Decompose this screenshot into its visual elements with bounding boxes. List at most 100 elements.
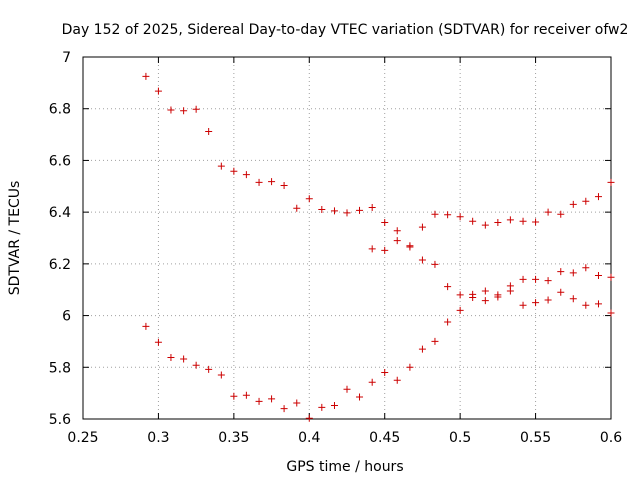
data-point <box>230 167 238 175</box>
y-axis-label: SDTVAR / TECUs <box>7 181 23 296</box>
data-point <box>557 288 565 296</box>
x-tick-label: 0.25 <box>67 430 98 446</box>
data-point <box>418 345 426 353</box>
data-point <box>368 378 376 386</box>
data-point <box>167 106 175 114</box>
data-point <box>142 72 150 80</box>
data-point <box>205 127 213 135</box>
data-point <box>343 209 351 217</box>
data-point <box>356 393 364 401</box>
data-point <box>569 295 577 303</box>
data-point <box>481 287 489 295</box>
data-point <box>280 405 288 413</box>
data-point <box>469 293 477 301</box>
grid-lines <box>83 57 611 419</box>
data-point <box>544 277 552 285</box>
data-point <box>217 371 225 379</box>
y-tick-label: 5.6 <box>49 412 71 428</box>
data-point <box>444 211 452 219</box>
data-point <box>330 207 338 215</box>
data-point <box>431 210 439 218</box>
data-point <box>594 193 602 201</box>
data-point <box>255 178 263 186</box>
data-point <box>481 297 489 305</box>
data-point <box>368 203 376 211</box>
data-point <box>582 197 590 205</box>
x-tick-label: 0.6 <box>600 430 622 446</box>
x-tick-label: 0.45 <box>369 430 400 446</box>
data-point <box>393 227 401 235</box>
data-point <box>544 208 552 216</box>
data-point <box>142 322 150 330</box>
data-point <box>532 218 540 226</box>
data-point <box>607 178 615 186</box>
data-point <box>280 182 288 190</box>
x-tick-labels: 0.25 0.3 0.35 0.4 0.45 0.5 0.55 0.6 <box>67 430 622 446</box>
y-tick-label: 6.4 <box>49 205 71 221</box>
data-point <box>242 171 250 179</box>
data-point <box>192 105 200 113</box>
y-tick-label: 7 <box>62 50 71 66</box>
data-point <box>381 218 389 226</box>
data-point <box>368 245 376 253</box>
data-point <box>318 206 326 214</box>
data-point <box>305 414 313 422</box>
data-point <box>230 392 238 400</box>
y-tick-label: 5.8 <box>49 360 71 376</box>
chart-title: Day 152 of 2025, Sidereal Day-to-day VTE… <box>62 22 629 38</box>
data-point <box>569 200 577 208</box>
data-point <box>607 309 615 317</box>
data-point <box>481 221 489 229</box>
data-point <box>532 275 540 283</box>
data-point <box>519 275 527 283</box>
y-tick-labels: 5.6 5.8 6 6.2 6.4 6.6 6.8 7 <box>49 50 71 428</box>
y-tick-label: 6.8 <box>49 102 71 118</box>
data-point <box>154 87 162 95</box>
data-point <box>544 296 552 304</box>
data-point <box>356 206 364 214</box>
data-markers <box>142 72 615 422</box>
x-tick-label: 0.3 <box>147 430 169 446</box>
data-point <box>494 293 502 301</box>
data-point <box>180 355 188 363</box>
data-point <box>268 178 276 186</box>
data-point <box>305 195 313 203</box>
data-point <box>506 287 514 295</box>
data-point <box>393 376 401 384</box>
data-point <box>456 213 464 221</box>
data-point <box>594 300 602 308</box>
data-point <box>205 365 213 373</box>
x-tick-label: 0.35 <box>218 430 249 446</box>
data-point <box>381 246 389 254</box>
data-point <box>494 218 502 226</box>
data-point <box>192 361 200 369</box>
data-point <box>293 399 301 407</box>
data-point <box>406 243 414 251</box>
data-point <box>444 283 452 291</box>
plot-border <box>82 56 612 420</box>
data-point <box>444 318 452 326</box>
data-point <box>607 273 615 281</box>
data-point <box>557 210 565 218</box>
data-point <box>431 337 439 345</box>
data-point <box>557 268 565 276</box>
data-point <box>268 395 276 403</box>
data-point <box>154 338 162 346</box>
data-point <box>242 391 250 399</box>
axis-ticks <box>82 56 612 420</box>
data-point <box>582 301 590 309</box>
data-point <box>519 301 527 309</box>
data-point <box>456 291 464 299</box>
data-point <box>506 216 514 224</box>
data-point <box>255 397 263 405</box>
data-point <box>330 402 338 410</box>
data-point <box>393 237 401 245</box>
data-point <box>343 385 351 393</box>
data-point <box>381 368 389 376</box>
data-point <box>217 162 225 170</box>
data-point <box>180 107 188 115</box>
y-tick-label: 6 <box>62 309 71 325</box>
data-point <box>293 204 301 212</box>
data-point <box>167 353 175 361</box>
